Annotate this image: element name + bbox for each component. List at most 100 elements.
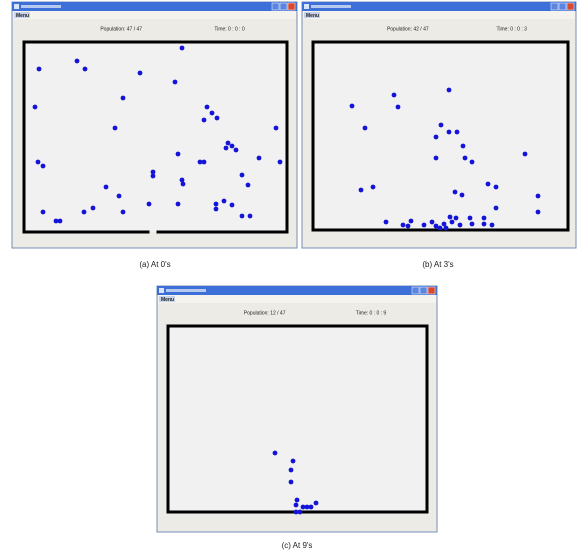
population-label: Population: 47 / 47 [100,26,142,32]
arena [24,42,287,232]
particle [273,451,278,456]
particle [463,156,468,161]
particle [41,164,46,169]
particle [434,156,439,161]
particle [33,105,38,110]
time-label: Time: 0 : 0 : 3 [497,26,528,32]
particle [37,67,42,72]
particle [36,160,41,165]
particle [406,224,411,229]
window-button[interactable] [567,3,574,10]
particle [396,105,401,110]
particle [176,152,181,157]
figure: Menu Population: 47 / 47 Time: 0 : 0 : 0 (a… [0,0,582,556]
time-label: Time: 0 : 0 : 0 [214,26,245,32]
particle [314,501,319,506]
particle [173,80,178,85]
app-window: Menu Population: 47 / 47 Time: 0 : 0 : 0 [12,2,297,248]
particle [289,468,294,473]
particle [453,190,458,195]
particle [75,59,80,64]
particle [294,510,299,515]
particle [291,459,296,464]
caption: (a) At 0's [139,260,170,269]
caption: (c) At 9's [282,541,313,550]
particle [246,183,251,188]
window-button[interactable] [272,3,279,10]
title-text-block [21,5,61,8]
particle [482,222,487,227]
population-label: Population: 12 / 47 [244,310,286,316]
particle [210,111,215,116]
window-button[interactable] [420,287,427,294]
menu-button[interactable]: Menu [16,13,29,19]
particle [240,173,245,178]
particle [295,498,300,503]
caption: (b) At 3's [422,260,453,269]
particle [430,220,435,225]
window-button[interactable] [559,3,566,10]
arena [313,42,568,230]
app-window: Menu Population: 42 / 47 Time: 0 : 0 : 3 [302,2,576,248]
particle [138,71,143,76]
particle [257,156,262,161]
particle [176,202,181,207]
menu-button[interactable]: Menu [161,297,174,303]
particle [455,130,460,135]
title-icon [14,4,19,9]
particle [278,160,283,165]
particle [434,135,439,140]
menu-button[interactable]: Menu [306,13,319,19]
particle [536,194,541,199]
title-text-block [311,5,351,8]
particle [248,214,253,219]
particle [113,126,118,131]
menu-bar [13,11,296,19]
particle [363,126,368,131]
particle [117,194,122,199]
particle [294,503,299,508]
particle [202,160,207,165]
particle [454,216,459,221]
particle [222,199,227,204]
menu-bar [158,295,436,303]
particle [151,174,156,179]
particle [536,210,541,215]
time-label: Time: 0 : 0 : 9 [356,310,387,316]
particle [450,220,455,225]
particle [447,88,452,93]
particle [91,206,96,211]
particle [58,219,63,224]
window-button[interactable] [280,3,287,10]
particle [226,141,231,146]
particle [309,505,314,510]
particle [289,480,294,485]
window-button[interactable] [288,3,295,10]
particle [438,226,443,231]
particle [230,203,235,208]
particle [468,216,473,221]
particle [482,216,487,221]
particle [104,185,109,190]
particle [230,144,235,149]
particle [486,182,491,187]
particle [371,185,376,190]
particle [470,222,475,227]
population-label: Population: 42 / 47 [387,26,429,32]
particle [460,193,465,198]
app-window: Menu Population: 12 / 47 Time: 0 : 0 : 9 [157,286,437,532]
particle [274,126,279,131]
particle [224,146,229,151]
particle [447,130,452,135]
particle [214,207,219,212]
window-button[interactable] [551,3,558,10]
arena [168,326,427,512]
particle [448,215,453,220]
window-button[interactable] [428,287,435,294]
window-button[interactable] [412,287,419,294]
particle [147,202,152,207]
particle [121,210,126,215]
particle [234,148,239,153]
particle [214,202,219,207]
particle [490,223,495,228]
